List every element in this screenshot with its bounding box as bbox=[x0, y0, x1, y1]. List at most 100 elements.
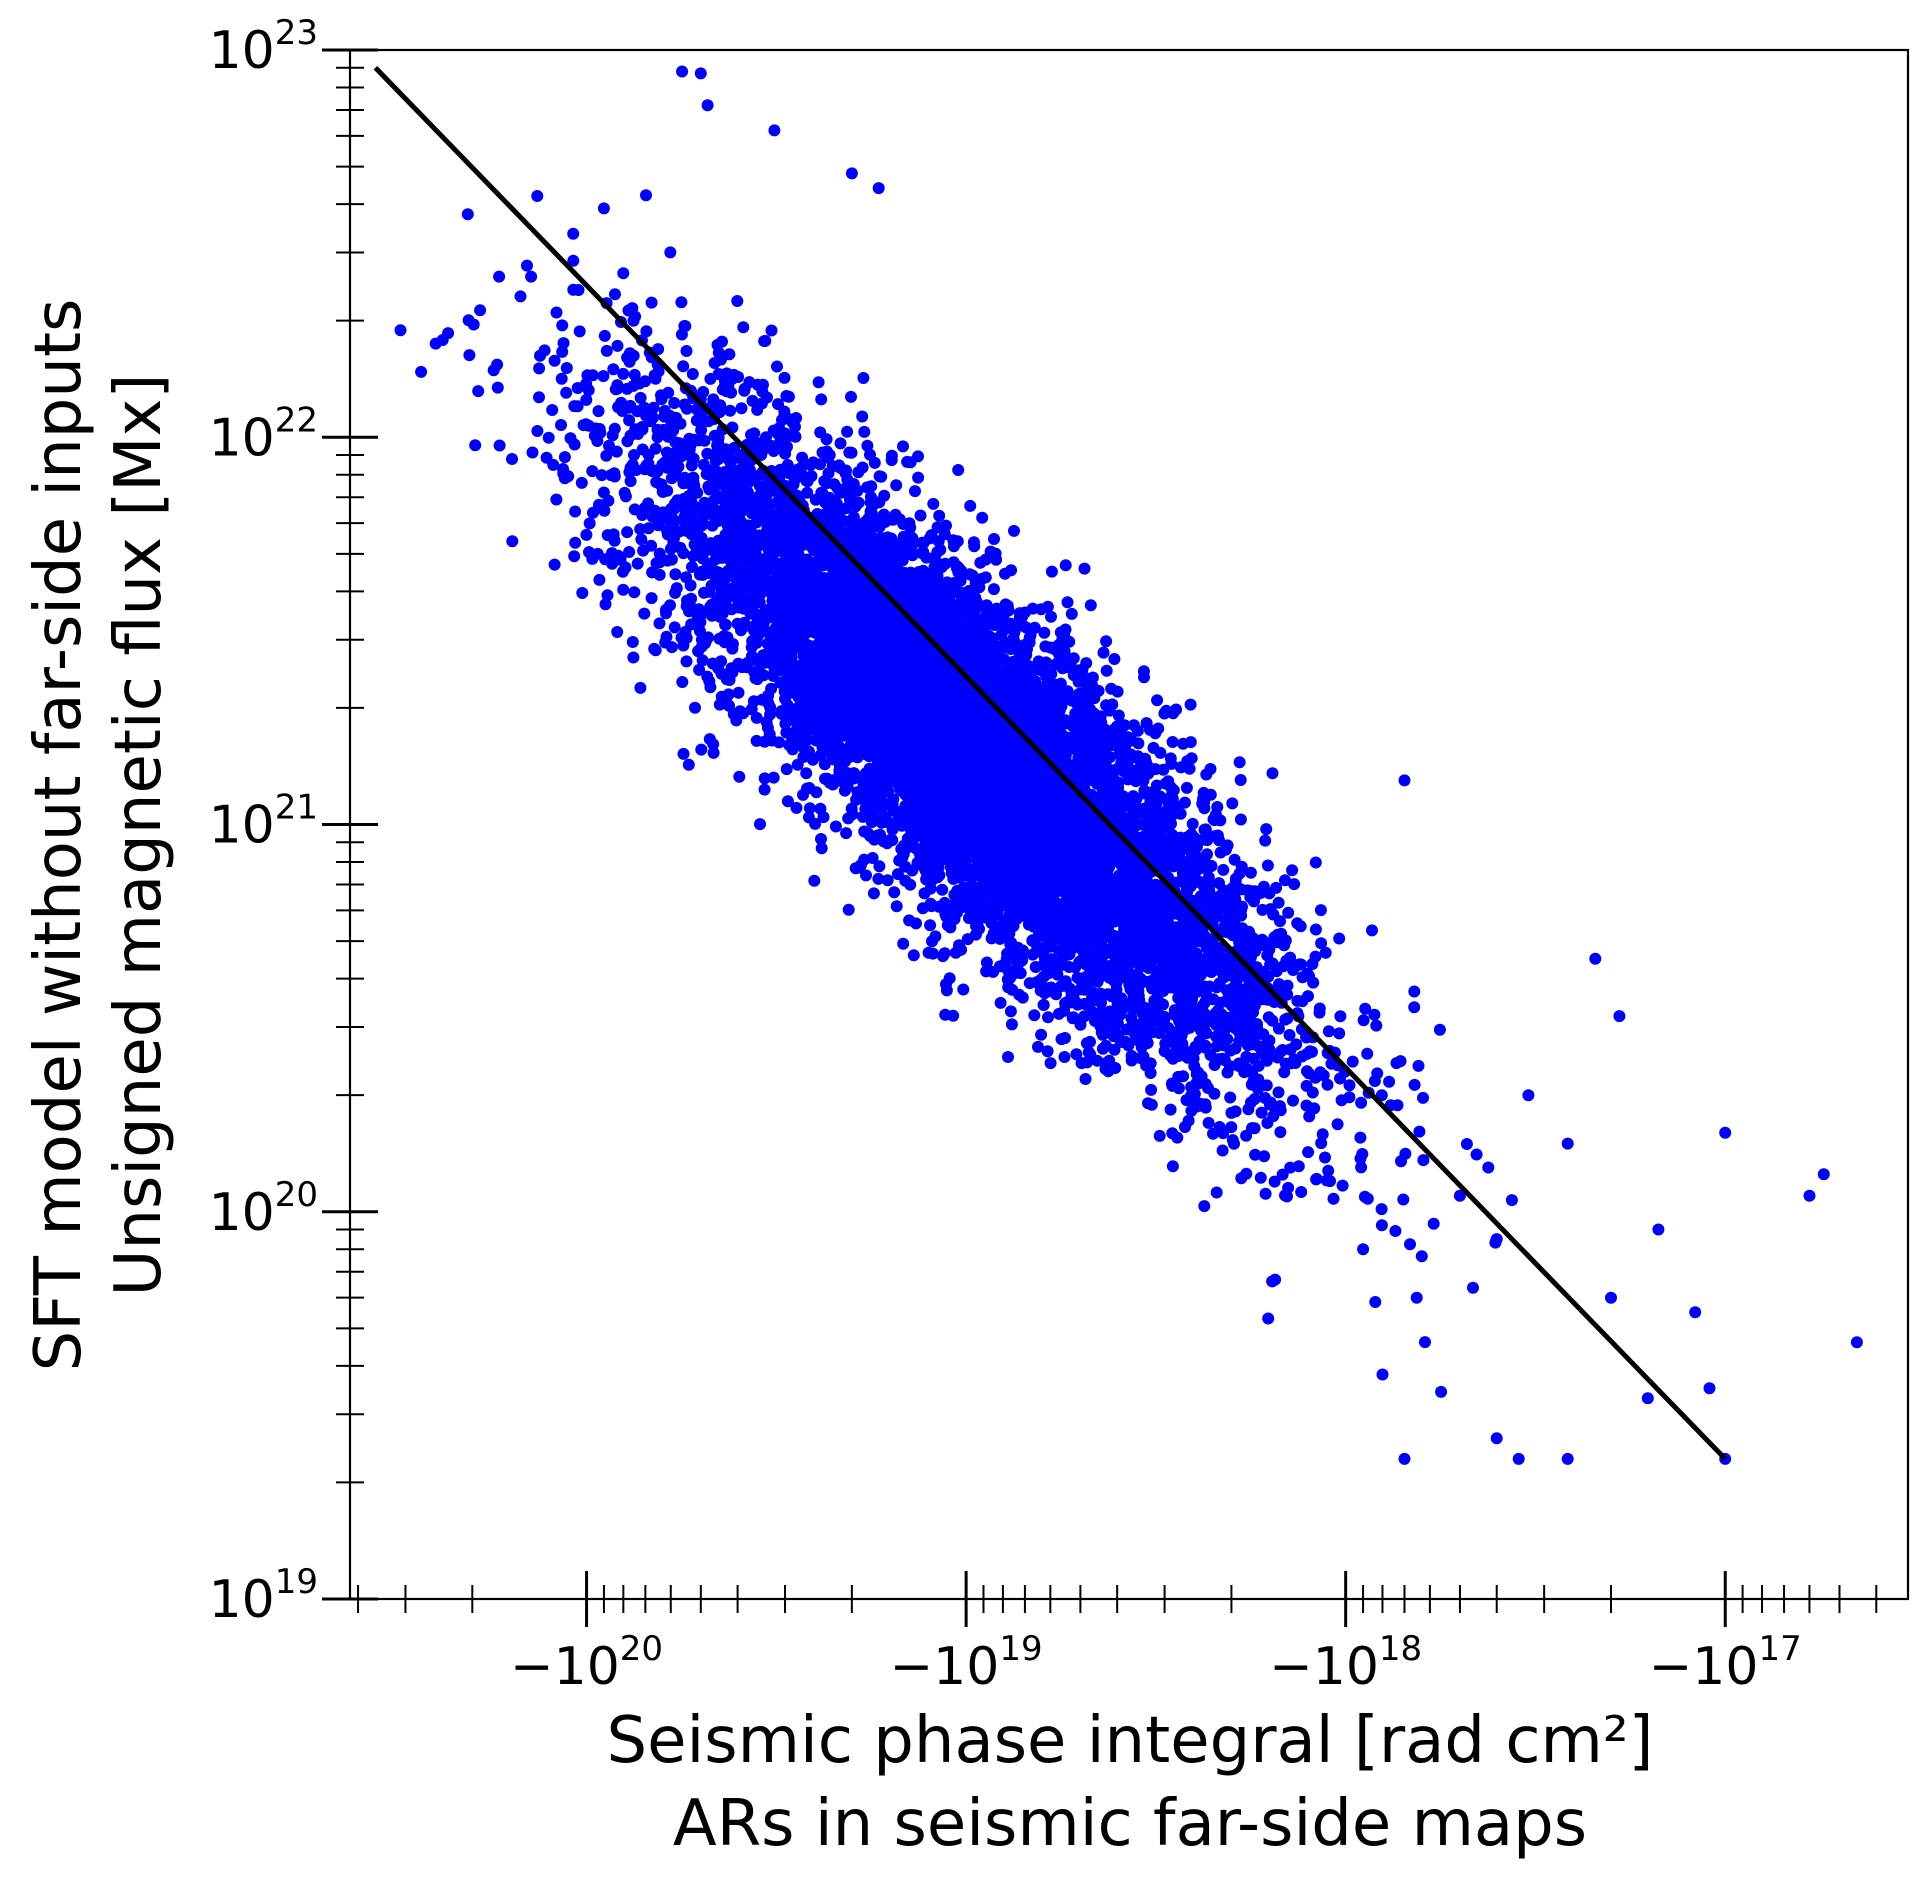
data-point bbox=[624, 475, 637, 488]
data-point bbox=[1505, 1194, 1518, 1207]
data-point bbox=[1058, 1051, 1071, 1063]
data-point bbox=[573, 325, 586, 338]
data-point bbox=[897, 937, 910, 950]
data-point bbox=[1322, 1164, 1335, 1177]
data-point bbox=[1234, 813, 1247, 826]
data-point bbox=[1334, 1010, 1347, 1023]
data-point bbox=[558, 451, 571, 464]
data-point bbox=[1260, 1079, 1273, 1092]
data-point bbox=[595, 469, 608, 482]
data-point bbox=[569, 505, 582, 518]
data-point bbox=[912, 450, 924, 463]
data-point bbox=[1354, 1131, 1367, 1144]
data-point bbox=[1198, 1200, 1211, 1213]
data-point bbox=[621, 435, 634, 448]
data-point bbox=[1042, 1011, 1054, 1024]
data-point bbox=[1067, 1011, 1080, 1024]
data-point bbox=[1419, 1336, 1431, 1349]
data-point bbox=[615, 396, 628, 409]
data-point bbox=[767, 771, 780, 784]
data-point bbox=[601, 589, 614, 602]
data-point bbox=[1397, 1193, 1410, 1206]
data-point bbox=[634, 681, 647, 694]
data-point bbox=[1249, 1148, 1262, 1161]
data-point bbox=[778, 371, 791, 384]
data-point bbox=[1074, 1018, 1087, 1031]
data-point bbox=[1179, 1121, 1191, 1133]
data-point bbox=[1346, 1055, 1359, 1068]
data-point bbox=[689, 701, 701, 714]
data-point bbox=[442, 327, 455, 340]
data-point bbox=[751, 403, 764, 416]
data-point bbox=[1084, 599, 1097, 612]
data-point bbox=[1361, 1047, 1374, 1060]
data-point bbox=[394, 324, 407, 337]
data-point bbox=[531, 190, 544, 202]
data-point bbox=[1359, 1002, 1372, 1015]
data-point bbox=[1408, 1001, 1421, 1014]
data-point bbox=[542, 431, 555, 444]
data-point bbox=[914, 509, 927, 522]
data-point bbox=[1210, 1186, 1223, 1199]
data-point bbox=[1070, 1048, 1083, 1061]
data-point bbox=[617, 267, 630, 280]
data-point bbox=[617, 367, 630, 380]
data-point bbox=[653, 547, 666, 560]
data-point bbox=[872, 872, 885, 885]
data-point bbox=[582, 419, 595, 432]
data-point bbox=[1199, 823, 1212, 836]
data-point bbox=[815, 833, 827, 845]
data-point bbox=[628, 586, 641, 599]
data-point bbox=[737, 321, 750, 334]
data-point bbox=[469, 439, 482, 452]
data-point bbox=[1045, 610, 1057, 623]
data-point bbox=[1302, 1146, 1315, 1159]
data-point bbox=[580, 393, 593, 406]
data-point bbox=[1045, 565, 1058, 578]
data-point bbox=[933, 509, 946, 522]
data-point bbox=[640, 189, 652, 202]
data-point bbox=[754, 818, 766, 831]
data-point bbox=[789, 430, 802, 443]
data-point bbox=[1267, 908, 1280, 921]
data-point bbox=[611, 339, 624, 352]
data-point bbox=[947, 1009, 960, 1022]
data-point bbox=[506, 453, 518, 465]
data-point bbox=[1106, 698, 1119, 711]
data-point bbox=[1041, 600, 1054, 613]
data-point bbox=[474, 304, 487, 317]
data-point bbox=[903, 914, 916, 927]
data-point bbox=[1145, 1083, 1158, 1096]
data-point bbox=[1319, 946, 1332, 959]
data-point bbox=[1166, 1079, 1179, 1092]
data-point bbox=[773, 736, 786, 749]
data-point bbox=[1063, 961, 1076, 973]
data-point bbox=[716, 335, 728, 348]
data-point bbox=[772, 398, 784, 411]
data-point bbox=[1327, 1192, 1340, 1205]
data-point bbox=[626, 636, 639, 648]
data-point bbox=[1081, 1056, 1093, 1069]
data-point bbox=[1254, 1171, 1267, 1184]
data-point bbox=[569, 536, 582, 549]
data-point bbox=[668, 621, 681, 634]
data-point bbox=[1108, 653, 1121, 665]
data-point bbox=[1059, 559, 1072, 572]
data-point bbox=[802, 811, 815, 824]
data-point bbox=[1272, 1022, 1285, 1035]
data-point bbox=[1417, 1091, 1429, 1104]
data-point bbox=[781, 795, 794, 808]
data-point bbox=[560, 386, 573, 399]
data-point bbox=[1412, 1059, 1425, 1072]
data-point bbox=[1035, 1028, 1048, 1041]
data-point bbox=[1217, 863, 1230, 876]
data-point bbox=[576, 587, 589, 599]
data-point bbox=[842, 903, 855, 916]
data-point bbox=[1121, 1023, 1133, 1036]
data-point bbox=[771, 360, 783, 373]
data-point bbox=[636, 443, 649, 456]
data-point bbox=[1433, 1023, 1446, 1036]
data-point bbox=[1408, 1078, 1421, 1091]
data-point bbox=[882, 785, 895, 798]
data-point bbox=[653, 617, 666, 630]
